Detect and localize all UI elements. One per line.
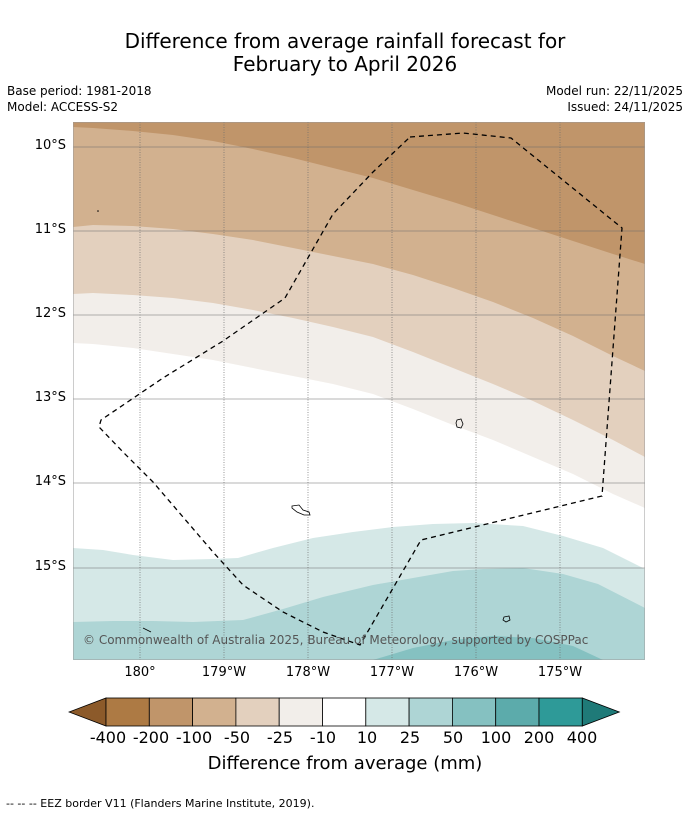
colorbar-title: Difference from average (mm) [207, 753, 483, 774]
map-plot [73, 122, 645, 660]
colorbar-segment [495, 697, 540, 727]
title-line-2: February to April 2026 [232, 52, 458, 76]
copyright-notice: © Commonwealth of Australia 2025, Bureau… [83, 633, 589, 647]
meta-left: Base period: 1981-2018 Model: ACCESS-S2 [7, 83, 152, 115]
island-small-a [455, 418, 464, 429]
colorbar-segment [365, 697, 410, 727]
island-dot [97, 210, 99, 212]
colorbar-tick-label: 100 [480, 728, 512, 747]
island-sliver [142, 627, 152, 633]
band-dry-200 [73, 122, 645, 264]
colorbar-extend-low [68, 697, 107, 727]
colorbar-segment [278, 697, 323, 727]
colorbar-segment [538, 697, 583, 727]
colorbar-segment [235, 697, 280, 727]
band-wet-50 [373, 636, 603, 660]
lon-label: 176°W [453, 665, 499, 680]
lon-label: 180° [124, 665, 156, 680]
model-name: Model: ACCESS-S2 [7, 100, 119, 114]
colorbar [68, 697, 621, 727]
colorbar-segment [148, 697, 194, 727]
colorbar-tick-label: -100 [175, 728, 213, 747]
eez-footnote: -- -- -- EEZ border V11 (Flanders Marine… [6, 797, 315, 810]
model-run: Model run: 22/11/2025 [545, 84, 683, 98]
grid-lines [73, 146, 645, 569]
base-period: Base period: 1981-2018 [7, 84, 152, 98]
colorbar-tick-label: -10 [309, 728, 337, 747]
island-small-b [502, 615, 511, 623]
colorbar-tick-label: 200 [523, 728, 555, 747]
lat-label: 15°S [34, 559, 66, 574]
island-upolu-like [291, 504, 311, 516]
colorbar-segment [105, 697, 150, 727]
colorbar-tick-label: 50 [442, 728, 464, 747]
lon-label: 177°W [369, 665, 415, 680]
colorbar-tick-label: 10 [356, 728, 378, 747]
lat-label: 11°S [34, 222, 66, 237]
meta-right: Model run: 22/11/2025 Issued: 24/11/2025 [546, 83, 683, 115]
colorbar-tick-label: 25 [399, 728, 421, 747]
lon-label: 175°W [537, 665, 583, 680]
colorbar-segment [408, 697, 453, 727]
title-line-1: Difference from average rainfall forecas… [124, 29, 566, 53]
colorbar-tick-label: 400 [566, 728, 598, 747]
map-frame [73, 122, 645, 660]
lat-label: 10°S [34, 138, 66, 153]
colorbar-tick-label: -25 [266, 728, 294, 747]
lat-label: 12°S [34, 306, 66, 321]
colorbar-extend-high [581, 697, 621, 727]
colorbar-segment [322, 697, 367, 727]
lat-label: 13°S [34, 390, 66, 405]
map-title: Difference from average rainfall forecas… [0, 30, 690, 76]
colorbar-tick-label: -200 [132, 728, 170, 747]
lat-label: 14°S [34, 474, 66, 489]
colorbar-tick-label: -400 [89, 728, 127, 747]
lon-label: 179°W [201, 665, 247, 680]
colorbar-segment [192, 697, 237, 727]
grid-lines-lon [139, 122, 561, 660]
eez-border [98, 132, 623, 646]
issued-date: Issued: 24/11/2025 [567, 100, 683, 114]
lon-label: 178°W [285, 665, 331, 680]
colorbar-tick-label: -50 [223, 728, 251, 747]
colorbar-segment [451, 697, 497, 727]
